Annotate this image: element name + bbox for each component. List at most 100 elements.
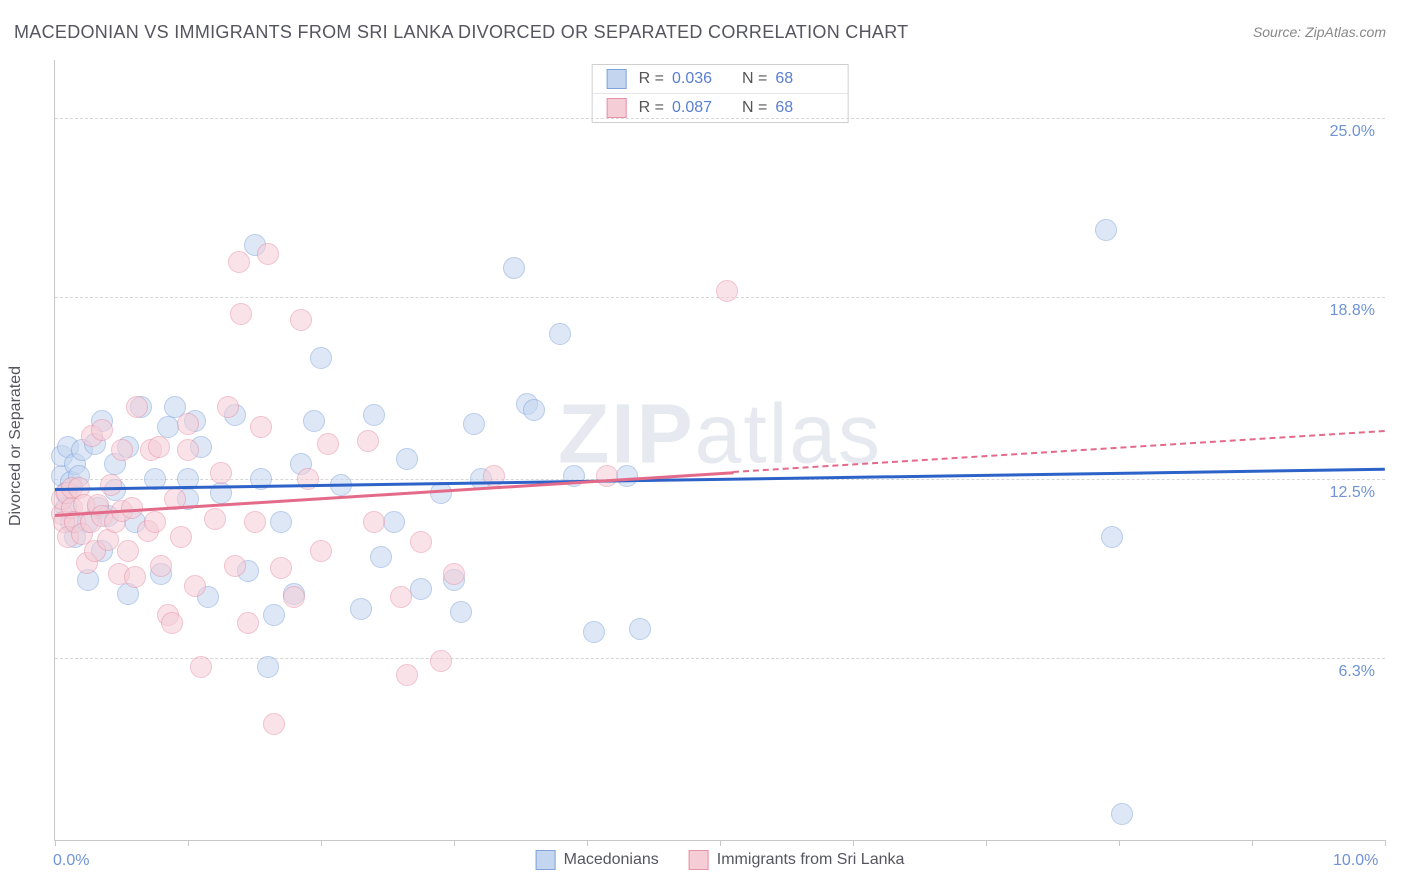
data-point xyxy=(303,410,325,432)
x-axis-label: 0.0% xyxy=(53,852,89,870)
data-point xyxy=(430,482,452,504)
data-point xyxy=(357,430,379,452)
x-tick xyxy=(321,840,322,846)
data-point xyxy=(310,540,332,562)
x-tick xyxy=(1119,840,1120,846)
data-point xyxy=(370,546,392,568)
chart-title: MACEDONIAN VS IMMIGRANTS FROM SRI LANKA … xyxy=(14,22,908,43)
data-point xyxy=(244,511,266,533)
data-point xyxy=(224,555,246,577)
data-point xyxy=(363,511,385,533)
data-point xyxy=(161,612,183,634)
data-point xyxy=(217,396,239,418)
x-tick xyxy=(853,840,854,846)
data-point xyxy=(616,465,638,487)
data-point xyxy=(503,257,525,279)
data-point xyxy=(283,586,305,608)
data-point xyxy=(230,303,252,325)
legend-stat-row: R = 0.036 N = 68 xyxy=(593,65,848,93)
data-point xyxy=(629,618,651,640)
data-point xyxy=(257,656,279,678)
r-label: R = xyxy=(639,70,664,88)
gridline xyxy=(55,118,1385,119)
data-point xyxy=(210,462,232,484)
legend-swatch xyxy=(607,69,627,89)
data-point xyxy=(144,511,166,533)
trend-line xyxy=(733,430,1385,473)
data-point xyxy=(317,433,339,455)
data-point xyxy=(310,347,332,369)
data-point xyxy=(363,404,385,426)
n-label: N = xyxy=(742,99,767,117)
data-point xyxy=(716,280,738,302)
n-label: N = xyxy=(742,70,767,88)
data-point xyxy=(410,578,432,600)
data-point xyxy=(396,664,418,686)
data-point xyxy=(100,474,122,496)
x-tick xyxy=(720,840,721,846)
data-point xyxy=(263,604,285,626)
data-point xyxy=(177,413,199,435)
legend-series-label: Immigrants from Sri Lanka xyxy=(717,851,905,869)
data-point xyxy=(170,526,192,548)
data-point xyxy=(1101,526,1123,548)
n-value: 68 xyxy=(775,70,833,88)
x-tick xyxy=(1385,840,1386,846)
gridline xyxy=(55,658,1385,659)
y-tick-label: 18.8% xyxy=(1330,302,1381,320)
data-point xyxy=(150,555,172,577)
data-point xyxy=(91,419,113,441)
data-point xyxy=(111,439,133,461)
data-point xyxy=(549,323,571,345)
data-point xyxy=(257,243,279,265)
r-value: 0.036 xyxy=(672,70,730,88)
data-point xyxy=(117,540,139,562)
x-tick xyxy=(986,840,987,846)
data-point xyxy=(430,650,452,672)
x-tick xyxy=(454,840,455,846)
source-attribution: Source: ZipAtlas.com xyxy=(1253,24,1386,40)
data-point xyxy=(124,566,146,588)
data-point xyxy=(390,586,412,608)
data-point xyxy=(126,396,148,418)
data-point xyxy=(443,563,465,585)
legend-series-item: Macedonians xyxy=(536,850,659,870)
legend-swatch xyxy=(607,98,627,118)
data-point xyxy=(523,399,545,421)
x-axis-label: 10.0% xyxy=(1333,852,1378,870)
legend-swatch xyxy=(536,850,556,870)
data-point xyxy=(596,465,618,487)
x-tick xyxy=(1252,840,1253,846)
data-point xyxy=(396,448,418,470)
legend-series-label: Macedonians xyxy=(564,851,659,869)
data-point xyxy=(350,598,372,620)
r-label: R = xyxy=(639,99,664,117)
data-point xyxy=(1095,219,1117,241)
data-point xyxy=(250,416,272,438)
legend-series: Macedonians Immigrants from Sri Lanka xyxy=(536,850,905,870)
data-point xyxy=(270,557,292,579)
data-point xyxy=(204,508,226,530)
legend-swatch xyxy=(689,850,709,870)
x-tick xyxy=(587,840,588,846)
y-tick-label: 6.3% xyxy=(1339,663,1381,681)
data-point xyxy=(450,601,472,623)
data-point xyxy=(148,436,170,458)
x-tick xyxy=(188,840,189,846)
data-point xyxy=(157,416,179,438)
y-axis-title: Divorced or Separated xyxy=(7,366,25,526)
data-point xyxy=(228,251,250,273)
x-tick xyxy=(55,840,56,846)
data-point xyxy=(383,511,405,533)
data-point xyxy=(1111,803,1133,825)
r-value: 0.087 xyxy=(672,99,730,117)
n-value: 68 xyxy=(775,99,833,117)
data-point xyxy=(237,612,259,634)
y-tick-label: 12.5% xyxy=(1330,484,1381,502)
data-point xyxy=(270,511,292,533)
scatter-plot-area: ZIPatlas R =0.036N =68R =0.087N =68 Mace… xyxy=(54,60,1385,841)
data-point xyxy=(290,309,312,331)
data-point xyxy=(583,621,605,643)
y-tick-label: 25.0% xyxy=(1330,123,1381,141)
data-point xyxy=(184,575,206,597)
